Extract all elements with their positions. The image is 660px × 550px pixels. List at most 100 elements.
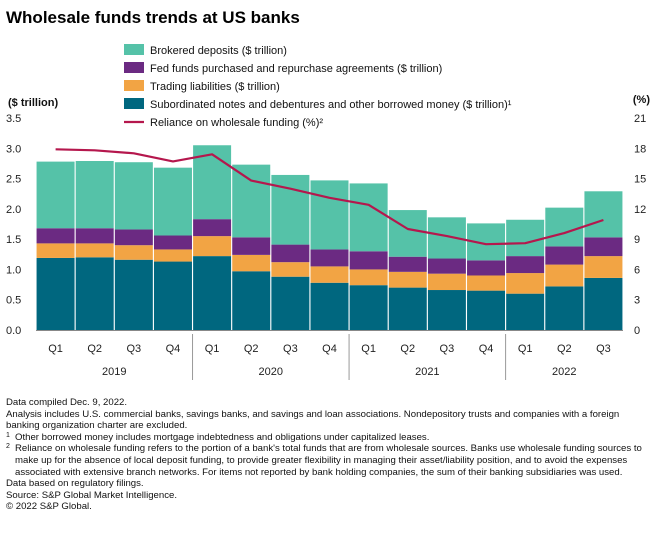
bar-segment — [506, 293, 545, 330]
bar-segment — [427, 290, 466, 330]
y-tick-right: 0 — [634, 325, 640, 337]
chart: ($ trillion) (%) 0.0 0.5 1.0 1.5 2.0 2.5 3.0 3.5 0… — [6, 44, 650, 380]
bar-segment — [193, 219, 232, 237]
bar-segment — [584, 191, 623, 238]
legend-swatch — [124, 62, 144, 73]
bar-segment — [75, 257, 114, 330]
bar-segment — [467, 260, 506, 276]
reliance-line — [55, 148, 604, 246]
y-tick-left: 3.0 — [6, 143, 21, 155]
bar-segment — [584, 237, 623, 257]
bar-segment — [310, 180, 349, 250]
bar-segment — [114, 245, 153, 260]
bar-segment — [584, 256, 623, 278]
x-tick-label: Q1 — [361, 343, 376, 355]
chart-title: Wholesale funds trends at US banks — [6, 8, 300, 27]
note-2-mark: 2 — [6, 443, 10, 451]
y-tick-right: 21 — [634, 113, 646, 125]
bar-segment — [310, 266, 349, 283]
note-2-text: Reliance on wholesale funding refers to … — [15, 443, 642, 478]
note-scope: Analysis includes U.S. commercial banks,… — [6, 408, 620, 432]
y-tick-left: 2.5 — [6, 174, 21, 186]
y-tick-left: 2.0 — [6, 204, 21, 216]
bar-segment — [545, 264, 584, 287]
note-1-text: Other borrowed money includes mortgage i… — [15, 431, 430, 443]
bar-segment — [114, 229, 153, 246]
bar-segment — [545, 207, 584, 247]
y-tick-left: 0.0 — [6, 325, 21, 337]
bar-segment — [75, 228, 114, 244]
note-compiled: Data compiled Dec. 9, 2022. — [6, 397, 128, 408]
y-axis-right-label: (%) — [633, 94, 650, 106]
note-source: Source: S&P Global Market Intelligence. — [6, 489, 178, 501]
year-label: 2019 — [102, 366, 126, 378]
y-tick-right: 18 — [634, 143, 646, 155]
bar-segment — [271, 276, 310, 330]
note-2: 2 Reliance on wholesale funding refers to… — [6, 443, 654, 478]
bar-segment — [36, 161, 75, 229]
bar-segment — [232, 271, 271, 330]
x-tick-label: Q3 — [596, 343, 611, 355]
y-tick-left: 1.5 — [6, 234, 21, 246]
year-label: 2020 — [259, 366, 283, 378]
y-tick-right: 6 — [634, 264, 640, 276]
bar-segment — [506, 219, 545, 257]
bar-segment — [349, 269, 388, 286]
y-tick-right: 15 — [634, 174, 646, 186]
legend-swatch — [124, 44, 144, 55]
bar-segment — [427, 273, 466, 291]
y-tick-left: 3.5 — [6, 113, 21, 125]
bar-segment — [36, 257, 75, 330]
legend-label: Trading liabilities ($ trillion) — [150, 81, 280, 93]
bar-segment — [310, 282, 349, 330]
footnotes: Data compiled Dec. 9, 2022. Analysis inc… — [6, 397, 654, 513]
x-tick-label: Q2 — [244, 343, 259, 355]
bar-segment — [36, 228, 75, 244]
x-tick-label: Q2 — [400, 343, 415, 355]
bar-segment — [388, 287, 427, 330]
x-tick-label: Q1 — [48, 343, 63, 355]
bar-segment — [506, 273, 545, 294]
note-copyright: © 2022 S&P Global. — [6, 501, 92, 513]
bar-segment — [427, 258, 466, 274]
year-label: 2021 — [415, 366, 439, 378]
bar-segment — [506, 256, 545, 274]
year-label: 2022 — [552, 366, 576, 378]
bar-segment — [545, 286, 584, 330]
y-axis-left-label: ($ trillion) — [8, 97, 58, 109]
y-tick-right: 3 — [634, 295, 640, 307]
bar-segment — [349, 251, 388, 270]
bar-segment — [114, 259, 153, 330]
x-tick-label: Q3 — [126, 343, 141, 355]
bar-segment — [232, 164, 271, 238]
bar-segment — [467, 290, 506, 330]
note-regulatory: Data based on regulatory filings. — [6, 478, 144, 490]
bar-segment — [271, 262, 310, 277]
legend-label: Reliance on wholesale funding (%)² — [150, 117, 323, 129]
bar-segment — [349, 183, 388, 252]
x-tick-label: Q1 — [518, 343, 533, 355]
legend-label: Fed funds purchased and repurchase agree… — [150, 63, 442, 75]
x-tick-label: Q2 — [87, 343, 102, 355]
bar-segment — [193, 256, 232, 330]
bar-segment — [75, 161, 114, 229]
bar-segment — [467, 275, 506, 291]
note-1: 1 Other borrowed money includes mortgage … — [6, 432, 654, 444]
bar-segment — [388, 256, 427, 272]
bar-segment — [153, 249, 192, 262]
bar-segment — [388, 210, 427, 257]
x-tick-label: Q4 — [479, 343, 494, 355]
x-tick-label: Q2 — [557, 343, 572, 355]
y-tick-right: 12 — [634, 204, 646, 216]
bar-segment — [36, 243, 75, 258]
y-tick-left: 1.0 — [6, 264, 21, 276]
bar-segment — [75, 243, 114, 258]
x-tick-label: Q1 — [205, 343, 220, 355]
bar-segment — [232, 237, 271, 255]
bar-segment — [310, 249, 349, 267]
x-tick-label: Q3 — [283, 343, 298, 355]
bar-segment — [114, 162, 153, 230]
x-tick-label: Q3 — [440, 343, 455, 355]
legend-swatch — [124, 80, 144, 91]
legend-label: Brokered deposits ($ trillion) — [150, 45, 287, 57]
